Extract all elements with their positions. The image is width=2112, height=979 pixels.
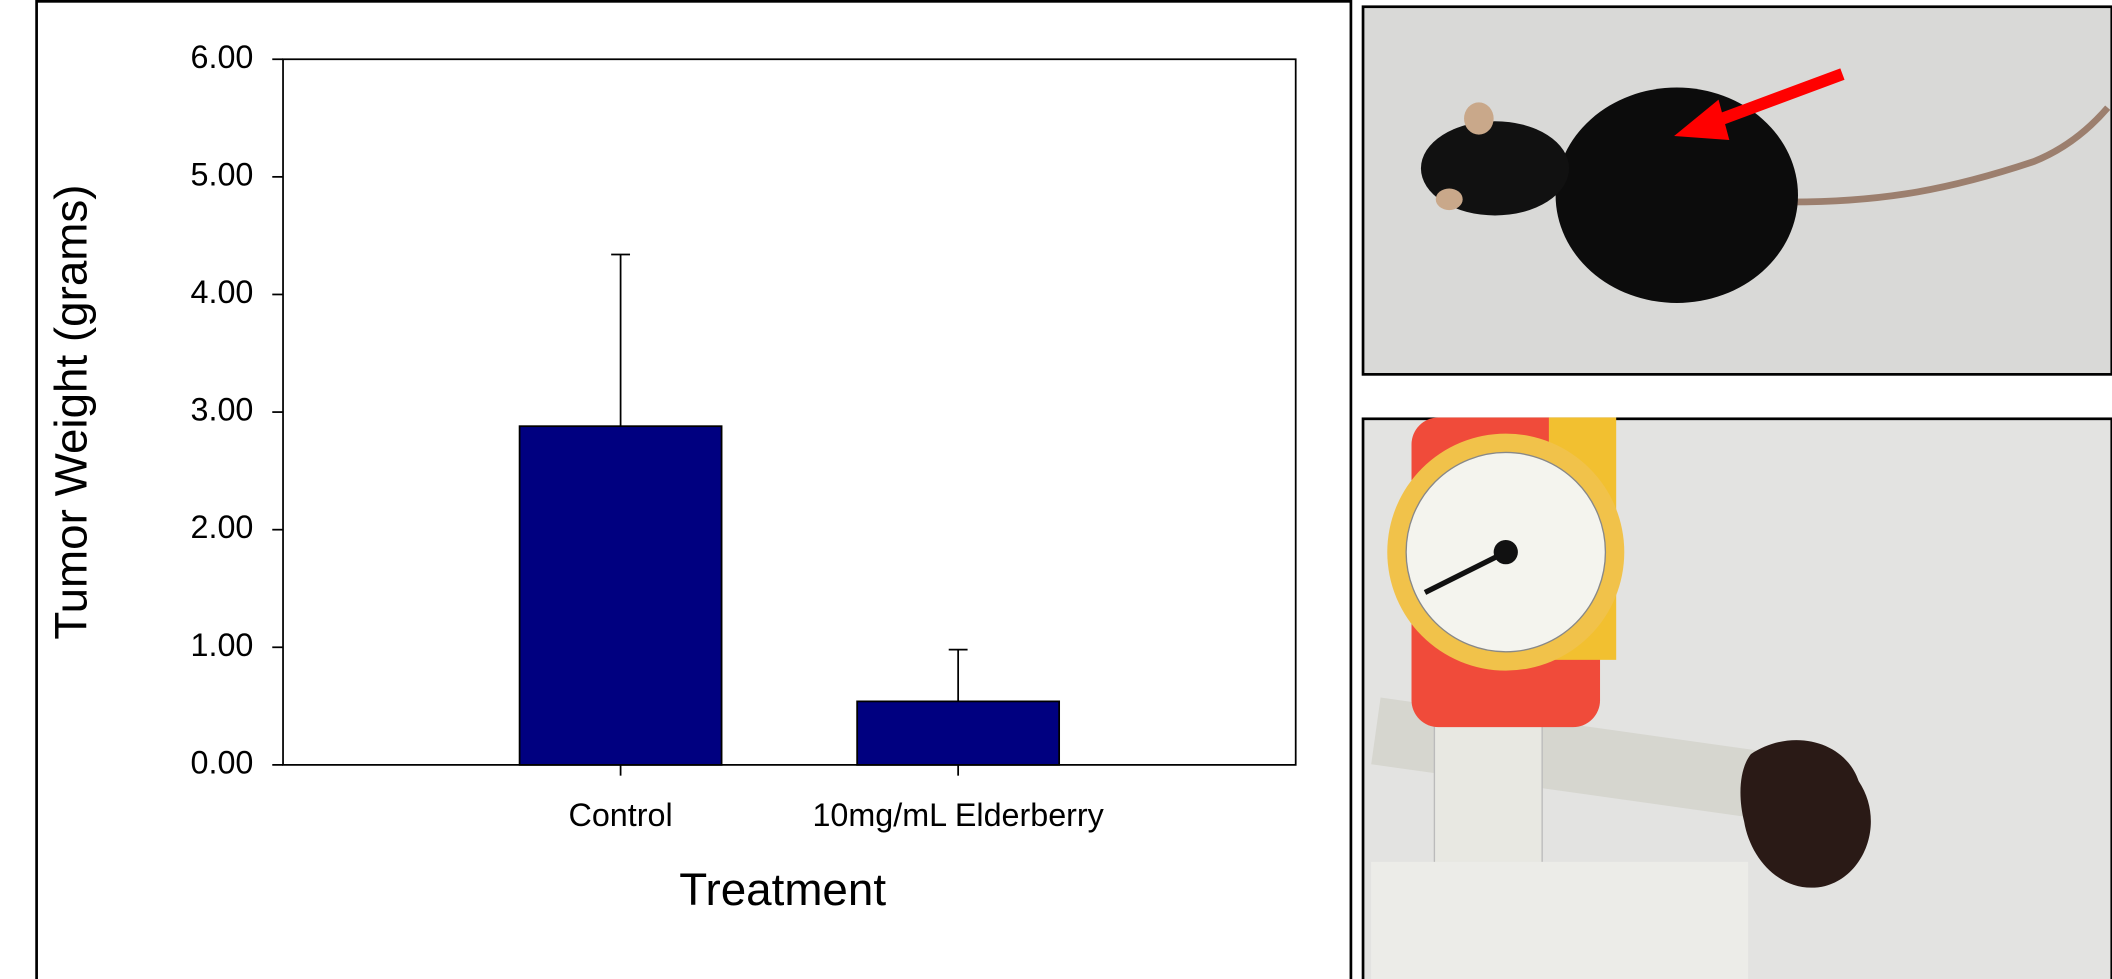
x-axis-title: Treatment [679,864,886,915]
bar [520,426,722,765]
y-tick-label: 1.00 [191,627,254,663]
y-tick-label: 2.00 [191,509,254,545]
x-tick-label: Control [569,797,673,833]
y-tick-label: 6.00 [191,39,254,75]
y-tick-label: 5.00 [191,156,254,192]
mouse-body [1556,88,1798,303]
y-tick-label: 4.00 [191,274,254,310]
mouse-photo [1363,7,2112,375]
caliper-slider [1371,862,1748,979]
y-axis-title: Tumor Weight (grams) [45,184,96,639]
tumor-photo [1363,417,2112,979]
dial-hub [1494,540,1518,564]
y-tick-label: 3.00 [191,392,254,428]
mouse-ear [1436,189,1463,211]
figure: Tumor Weight (grams) Treatment 0.00 1.00 2… [0,0,2112,979]
mouse-ear [1464,102,1494,134]
bar [857,701,1059,765]
x-tick-label: 10mg/mL Elderberry [812,797,1104,833]
y-tick-label: 0.00 [191,744,254,780]
page: {"chart_data": {"type": "bar", "y_label"… [0,0,2112,979]
